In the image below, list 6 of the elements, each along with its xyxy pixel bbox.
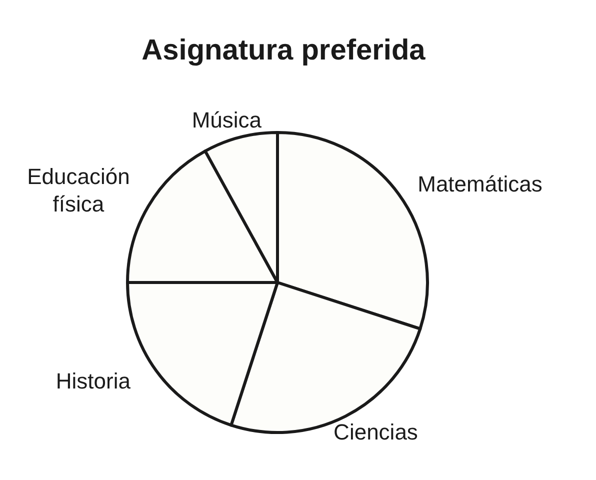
slice-label: Historia xyxy=(56,368,132,394)
slice-label: Ciencias xyxy=(334,420,418,445)
slice-label: Música xyxy=(192,107,262,132)
slice-label: Educación física xyxy=(27,164,130,217)
chart-title: Asignatura preferida xyxy=(142,34,426,66)
slice-label: Matemáticas xyxy=(418,171,542,196)
